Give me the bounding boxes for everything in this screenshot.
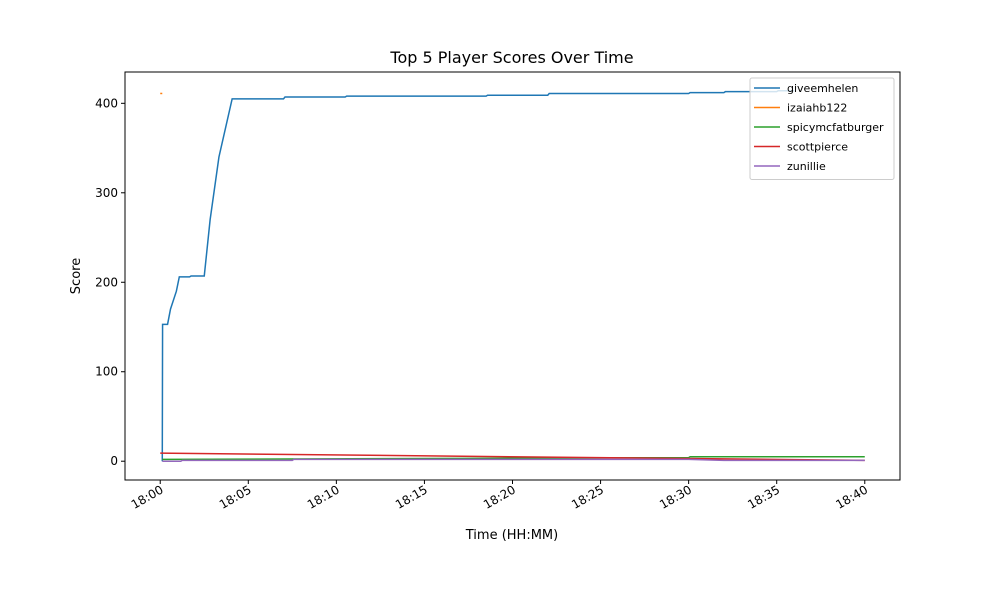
x-tick-label: 18:25 xyxy=(569,482,606,511)
plot-frame xyxy=(124,71,901,481)
line-series xyxy=(162,455,865,461)
legend-label: spicymcfatburger xyxy=(787,121,884,134)
y-tick-label: 0 xyxy=(110,454,118,468)
x-tick-label: 18:05 xyxy=(217,482,254,511)
x-tick-label: 18:20 xyxy=(481,482,518,511)
legend-label: scottpierce xyxy=(787,141,848,154)
y-tick-label: 400 xyxy=(95,96,118,110)
line-series xyxy=(162,458,865,462)
x-tick-label: 18:00 xyxy=(129,482,166,511)
x-tick-label: 18:10 xyxy=(305,482,342,511)
line-series xyxy=(160,452,865,462)
chart-title: Top 5 Player Scores Over Time xyxy=(389,48,633,67)
legend-label: zunillie xyxy=(787,160,826,173)
line-series xyxy=(161,90,795,462)
y-tick-label: 100 xyxy=(95,365,118,379)
legend-label: giveemhelen xyxy=(787,82,858,95)
x-tick-label: 18:30 xyxy=(657,482,694,511)
y-axis-label: Score xyxy=(69,258,84,294)
x-tick-label: 18:40 xyxy=(833,482,870,511)
legend-label: izaiahb122 xyxy=(787,102,847,115)
legend-box xyxy=(749,77,895,180)
y-tick-label: 200 xyxy=(95,275,118,289)
x-tick-label: 18:35 xyxy=(745,482,782,511)
legend: giveemhelen izaiahb122 spicymcfatburger sco… xyxy=(749,77,895,180)
x-tick-label: 18:15 xyxy=(393,482,430,511)
x-axis-label: Time (HH:MM) xyxy=(465,528,558,543)
y-tick-label: 300 xyxy=(95,186,118,200)
